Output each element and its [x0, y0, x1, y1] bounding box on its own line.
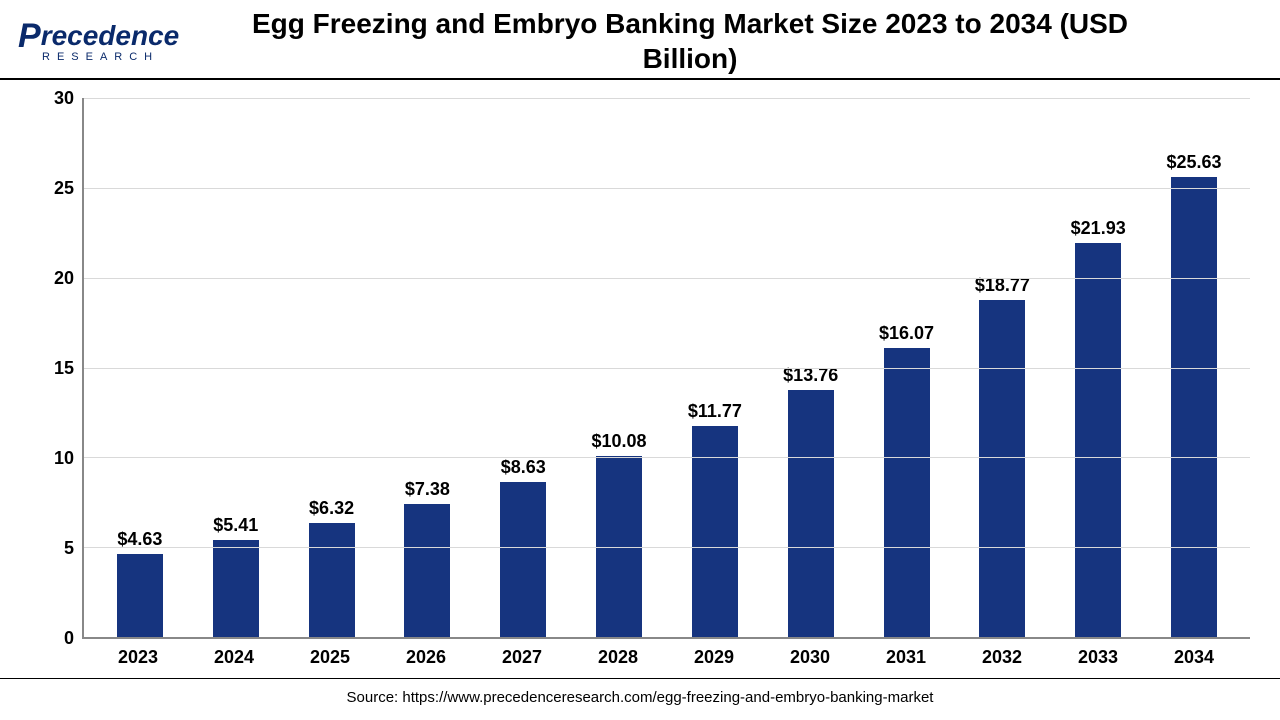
brand-name: Precedence — [18, 19, 179, 53]
bar-value-label: $7.38 — [405, 479, 450, 500]
bar-value-label: $25.63 — [1166, 152, 1221, 173]
plot-area: $4.63$5.41$6.32$7.38$8.63$10.08$11.77$13… — [82, 98, 1250, 639]
bar — [309, 523, 355, 637]
x-tick: 2030 — [762, 647, 858, 668]
bar — [1171, 177, 1217, 637]
grid-line — [84, 278, 1250, 279]
brand-logo: Precedence RESEARCH — [18, 19, 218, 63]
grid-line — [84, 547, 1250, 548]
bar-value-label: $6.32 — [309, 498, 354, 519]
brand-subtitle: RESEARCH — [42, 51, 159, 63]
x-tick: 2024 — [186, 647, 282, 668]
x-tick: 2023 — [90, 647, 186, 668]
y-axis: 302520151050 — [30, 98, 74, 639]
x-tick: 2028 — [570, 647, 666, 668]
bar-value-label: $8.63 — [501, 457, 546, 478]
grid-line — [84, 188, 1250, 189]
x-tick: 2027 — [474, 647, 570, 668]
bar-value-label: $11.77 — [688, 401, 742, 422]
bar — [404, 504, 450, 637]
bar — [788, 390, 834, 637]
chart-container: 302520151050 $4.63$5.41$6.32$7.38$8.63$1… — [0, 79, 1280, 679]
x-tick: 2034 — [1146, 647, 1242, 668]
x-tick: 2031 — [858, 647, 954, 668]
bar-value-label: $10.08 — [592, 431, 647, 452]
grid-line — [84, 98, 1250, 99]
source-text: Source: https://www.precedenceresearch.c… — [0, 679, 1280, 720]
x-tick: 2025 — [282, 647, 378, 668]
x-tick: 2029 — [666, 647, 762, 668]
x-tick: 2032 — [954, 647, 1050, 668]
bar — [500, 482, 546, 637]
x-axis: 2023202420252026202720282029203020312032… — [82, 639, 1250, 668]
brand-rest: recedence — [41, 22, 180, 50]
brand-p-icon: P — [18, 19, 41, 53]
x-tick: 2033 — [1050, 647, 1146, 668]
chart-area: 302520151050 $4.63$5.41$6.32$7.38$8.63$1… — [30, 98, 1250, 639]
grid-line — [84, 457, 1250, 458]
bar — [117, 554, 163, 637]
bar-value-label: $21.93 — [1071, 218, 1126, 239]
header: Precedence RESEARCH Egg Freezing and Emb… — [0, 0, 1280, 79]
grid-line — [84, 368, 1250, 369]
bar — [1075, 243, 1121, 637]
bar-value-label: $5.41 — [213, 515, 258, 536]
x-tick: 2026 — [378, 647, 474, 668]
bar-value-label: $16.07 — [879, 323, 934, 344]
chart-title: Egg Freezing and Embryo Banking Market S… — [238, 6, 1262, 76]
bar — [884, 348, 930, 637]
bar — [979, 300, 1025, 637]
bar — [213, 540, 259, 637]
